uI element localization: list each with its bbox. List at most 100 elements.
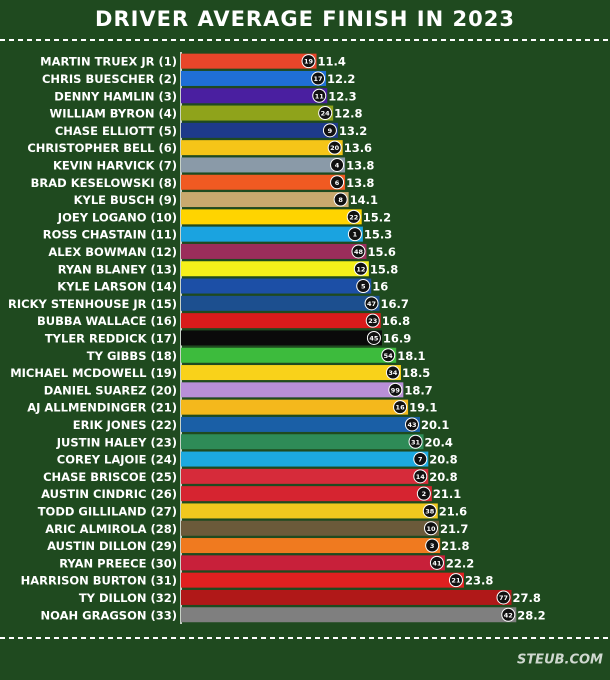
car-badge [448, 573, 463, 588]
car-number: 17 [314, 75, 323, 83]
car-number: 31 [411, 438, 421, 446]
bar [181, 365, 401, 381]
y-tick-label: AJ ALLMENDINGER (21) [27, 401, 177, 415]
y-tick-label: RICKY STENHOUSE JR (15) [8, 297, 177, 311]
value-label: 22.2 [446, 556, 474, 570]
car-number: 3 [430, 542, 435, 550]
bar [181, 347, 397, 363]
y-tick-label: KYLE LARSON (14) [57, 280, 177, 294]
car-badge [423, 521, 438, 536]
car-badge [364, 296, 379, 311]
car-number: 20 [330, 144, 340, 152]
y-tick-label: RYAN BLANEY (13) [58, 262, 177, 276]
y-tick-label: ALEX BOWMAN (12) [48, 245, 177, 259]
car-number: 9 [328, 127, 333, 135]
bar [181, 88, 328, 104]
car-badge [353, 261, 368, 276]
bar [181, 468, 429, 484]
value-label: 28.2 [517, 608, 545, 622]
value-label: 15.8 [370, 262, 398, 276]
bar [181, 295, 380, 311]
car-number: 12 [356, 265, 365, 273]
car-number: 5 [361, 283, 366, 291]
bar [181, 486, 432, 502]
value-label: 12.3 [328, 89, 356, 103]
car-badge [312, 88, 327, 103]
value-label: 20.1 [421, 418, 449, 432]
bar [181, 70, 327, 86]
car-badge [413, 452, 428, 467]
car-badge [318, 106, 333, 121]
car-number: 7 [418, 456, 423, 464]
car-number: 6 [335, 179, 340, 187]
car-number: 14 [416, 473, 426, 481]
value-label: 15.6 [367, 245, 395, 259]
y-tick-label: JUSTIN HALEY (23) [56, 435, 177, 449]
car-badge [388, 382, 403, 397]
bar [181, 538, 441, 554]
car-number: 54 [384, 352, 394, 360]
car-number: 1 [353, 231, 358, 239]
value-label: 16.8 [382, 314, 410, 328]
value-label: 15.2 [363, 210, 391, 224]
car-badge [422, 503, 437, 518]
bar [181, 503, 438, 519]
y-tick-label: DANIEL SUAREZ (20) [44, 383, 177, 397]
car-badge [496, 590, 511, 605]
value-label: 15.3 [364, 228, 392, 242]
car-number: 21 [451, 577, 461, 585]
bar [181, 192, 349, 208]
value-label: 23.8 [465, 574, 493, 588]
y-tick-label: DENNY HAMLIN (3) [54, 89, 177, 103]
car-number: 47 [367, 300, 376, 308]
y-tick-label: BUBBA WALLACE (16) [37, 314, 177, 328]
value-label: 14.1 [350, 193, 378, 207]
car-number: 24 [321, 110, 331, 118]
car-badge [365, 313, 380, 328]
car-badge [351, 244, 366, 259]
y-tick-label: TY DILLON (32) [79, 591, 177, 605]
y-tick-label: HARRISON BURTON (31) [21, 574, 177, 588]
car-number: 11 [315, 92, 325, 100]
chart-title: DRIVER AVERAGE FINISH IN 2023 [95, 7, 515, 31]
car-badge [381, 348, 396, 363]
value-label: 13.2 [339, 124, 367, 138]
bar [181, 209, 362, 225]
value-label: 20.8 [429, 453, 457, 467]
bar [181, 174, 346, 190]
car-number: 23 [368, 317, 377, 325]
y-tick-label: KEVIN HARVICK (7) [53, 158, 177, 172]
y-tick-label: CHASE BRISCOE (25) [43, 470, 177, 484]
y-tick-label: CHRISTOPHER BELL (6) [27, 141, 177, 155]
y-tick-label: NOAH GRAGSON (33) [41, 608, 177, 622]
bar [181, 434, 424, 450]
value-label: 13.6 [344, 141, 372, 155]
value-label: 18.5 [402, 366, 430, 380]
y-tick-label: AUSTIN DILLON (29) [47, 539, 177, 553]
value-label: 13.8 [346, 158, 374, 172]
car-number: 77 [499, 594, 508, 602]
value-label: 21.6 [439, 504, 467, 518]
car-number: 34 [388, 369, 398, 377]
bar [181, 53, 317, 69]
value-label: 21.1 [433, 487, 461, 501]
car-badge [393, 400, 408, 415]
car-number: 19 [304, 58, 314, 66]
car-badge [346, 209, 361, 224]
car-badge [347, 227, 362, 242]
value-label: 21.7 [440, 522, 468, 536]
bar [181, 278, 372, 294]
value-label: 16.9 [383, 331, 411, 345]
value-label: 19.1 [409, 401, 437, 415]
bar [181, 416, 420, 432]
car-badge [408, 434, 423, 449]
bar [181, 157, 346, 173]
y-tick-label: TY GIBBS (18) [87, 349, 177, 363]
bar [181, 451, 429, 467]
car-number: 16 [396, 404, 406, 412]
y-tick-label: AUSTIN CINDRIC (26) [41, 487, 177, 501]
car-number: 45 [369, 334, 379, 342]
bar [181, 399, 409, 415]
car-badge [429, 555, 444, 570]
value-label: 11.4 [318, 55, 346, 69]
